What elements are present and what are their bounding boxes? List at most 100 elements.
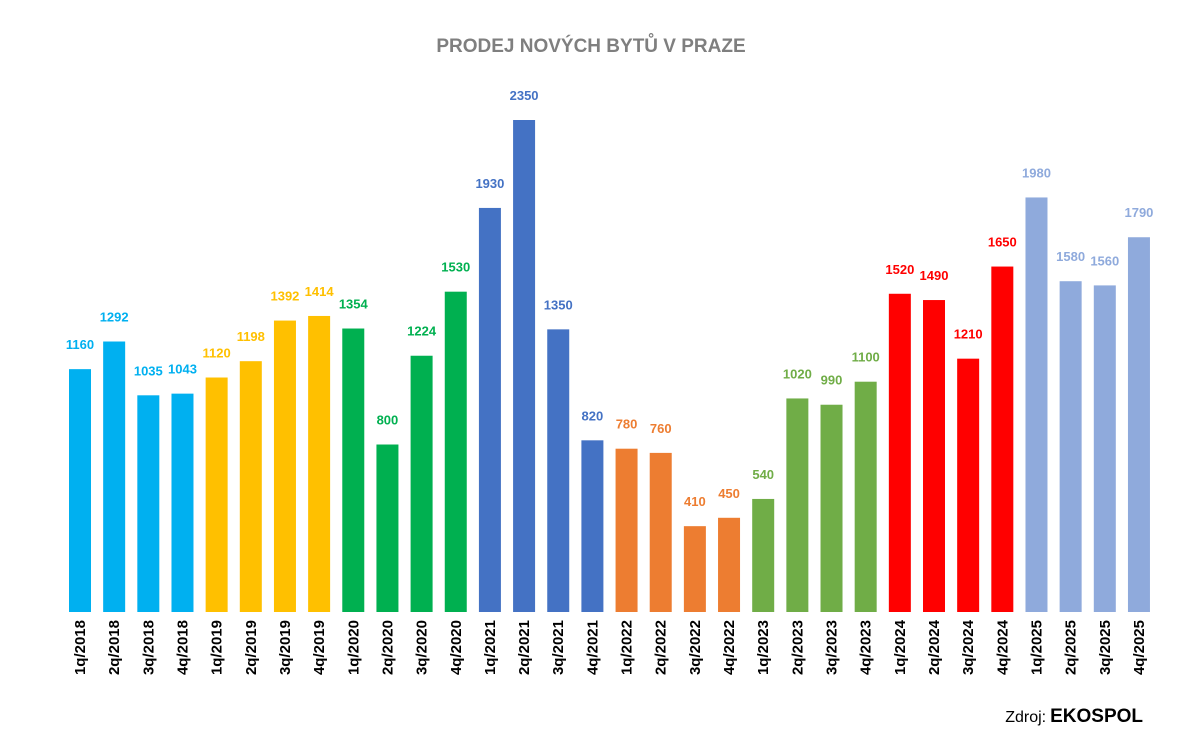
bar-4q/2024 [991, 266, 1014, 612]
value-label-2q/2024: 1490 [920, 268, 949, 283]
bar-2q/2021 [513, 120, 536, 612]
bar-2q/2023 [786, 398, 809, 612]
x-tick-label-2q/2024: 2q/2024 [926, 619, 943, 675]
x-tick-label-1q/2021: 1q/2021 [482, 620, 499, 675]
x-tick-label-3q/2018: 3q/2018 [140, 620, 157, 675]
bar-4q/2022 [718, 517, 741, 612]
source-note: Zdroj: EKOSPOL [1005, 706, 1143, 728]
x-tick-label-4q/2022: 4q/2022 [721, 620, 738, 675]
x-tick-label-1q/2024: 1q/2024 [892, 619, 909, 675]
x-tick-label-4q/2025: 4q/2025 [1131, 620, 1148, 675]
bar-1q/2021 [478, 207, 501, 612]
bar-3q/2019 [273, 320, 296, 612]
value-label-1q/2018: 1160 [66, 337, 94, 352]
value-labels-group: 1160 1292 1035 1043 1120 1198 1392 1414 1354 800 1… [66, 88, 1154, 509]
bar-3q/2024 [957, 358, 980, 612]
value-label-3q/2023: 990 [821, 373, 843, 388]
bar-1q/2025 [1025, 197, 1048, 612]
x-tick-label-2q/2023: 2q/2023 [789, 620, 806, 675]
bar-4q/2018 [171, 393, 194, 612]
value-label-3q/2020: 1224 [407, 324, 437, 339]
value-label-1q/2023: 540 [752, 467, 774, 482]
bar-3q/2025 [1093, 285, 1116, 612]
bar-2q/2020 [376, 444, 399, 612]
bar-3q/2018 [137, 395, 160, 612]
bar-2q/2018 [103, 341, 126, 612]
x-tick-labels-group: 1q/2018 2q/2018 3q/2018 4q/2018 1q/2019 2q/20… [72, 619, 1148, 675]
value-label-4q/2019: 1414 [305, 284, 335, 299]
x-tick-label-1q/2020: 1q/2020 [345, 620, 362, 675]
x-tick-label-3q/2020: 3q/2020 [414, 620, 431, 675]
x-tick-label-4q/2018: 4q/2018 [174, 620, 191, 675]
chart-title: PRODEJ NOVÝCH BYTŮ V PRAZE [436, 34, 745, 57]
value-label-1q/2025: 1980 [1022, 165, 1051, 180]
value-label-1q/2019: 1120 [203, 346, 231, 361]
value-label-2q/2018: 1292 [100, 310, 129, 325]
value-label-2q/2025: 1580 [1056, 249, 1085, 264]
value-label-3q/2021: 1350 [544, 297, 573, 312]
value-label-2q/2019: 1198 [237, 329, 265, 344]
x-tick-label-1q/2018: 1q/2018 [72, 620, 89, 675]
bar-2q/2025 [1059, 281, 1082, 612]
bar-4q/2019 [308, 315, 331, 612]
x-tick-label-4q/2020: 4q/2020 [448, 620, 465, 675]
bar-1q/2024 [888, 293, 911, 612]
value-label-4q/2018: 1043 [168, 362, 197, 377]
x-tick-label-3q/2019: 3q/2019 [277, 620, 294, 675]
value-label-4q/2024: 1650 [988, 235, 1017, 250]
x-tick-label-1q/2023: 1q/2023 [755, 620, 772, 675]
value-label-3q/2018: 1035 [134, 363, 163, 378]
bar-3q/2023 [820, 404, 843, 612]
x-tick-label-2q/2022: 2q/2022 [653, 620, 670, 675]
x-tick-label-2q/2025: 2q/2025 [1063, 620, 1080, 675]
bar-4q/2025 [1127, 237, 1150, 613]
x-tick-label-3q/2024: 3q/2024 [960, 619, 977, 675]
bar-1q/2022 [615, 448, 638, 612]
x-tick-label-4q/2019: 4q/2019 [311, 620, 328, 675]
value-label-3q/2019: 1392 [270, 289, 299, 304]
value-label-3q/2022: 410 [684, 494, 706, 509]
x-tick-label-4q/2021: 4q/2021 [584, 620, 601, 675]
x-tick-label-3q/2021: 3q/2021 [550, 620, 567, 675]
x-tick-label-2q/2019: 2q/2019 [243, 620, 260, 675]
x-tick-label-2q/2021: 2q/2021 [516, 620, 533, 675]
bar-4q/2020 [444, 291, 467, 612]
x-tick-label-3q/2025: 3q/2025 [1097, 620, 1114, 675]
bar-3q/2020 [410, 355, 433, 612]
x-tick-label-4q/2023: 4q/2023 [858, 620, 875, 675]
value-label-1q/2021: 1930 [475, 176, 504, 191]
value-label-3q/2025: 1560 [1090, 253, 1119, 268]
value-label-2q/2022: 760 [650, 421, 672, 436]
value-label-1q/2024: 1520 [885, 262, 914, 277]
bar-1q/2018 [69, 369, 91, 612]
bar-2q/2024 [923, 300, 945, 612]
value-label-4q/2023: 1100 [852, 350, 880, 365]
bar-2q/2022 [649, 452, 672, 612]
value-label-2q/2020: 800 [377, 413, 399, 428]
bar-1q/2020 [342, 328, 365, 612]
x-tick-label-1q/2022: 1q/2022 [619, 620, 636, 675]
bars-group [69, 120, 1150, 613]
x-tick-label-3q/2022: 3q/2022 [687, 620, 704, 675]
bar-1q/2023 [752, 498, 775, 612]
bar-3q/2021 [547, 329, 570, 612]
value-label-4q/2025: 1790 [1124, 205, 1153, 220]
value-label-1q/2020: 1354 [339, 297, 369, 312]
value-label-4q/2021: 820 [582, 408, 604, 423]
source-brand: EKOSPOL [1050, 706, 1143, 727]
value-label-2q/2023: 1020 [783, 366, 812, 381]
value-label-4q/2022: 450 [718, 486, 740, 501]
value-label-3q/2024: 1210 [954, 327, 983, 342]
bar-4q/2021 [581, 440, 604, 612]
value-label-2q/2021: 2350 [510, 88, 539, 103]
value-label-4q/2020: 1530 [441, 260, 470, 275]
x-tick-label-4q/2024: 4q/2024 [994, 619, 1011, 675]
value-label-1q/2022: 780 [616, 417, 638, 432]
x-tick-label-2q/2020: 2q/2020 [379, 620, 396, 675]
x-tick-label-2q/2018: 2q/2018 [106, 620, 123, 675]
x-tick-label-3q/2023: 3q/2023 [824, 620, 841, 675]
bar-1q/2019 [205, 377, 228, 612]
x-tick-label-1q/2019: 1q/2019 [209, 620, 226, 675]
source-prefix: Zdroj: [1005, 709, 1047, 726]
